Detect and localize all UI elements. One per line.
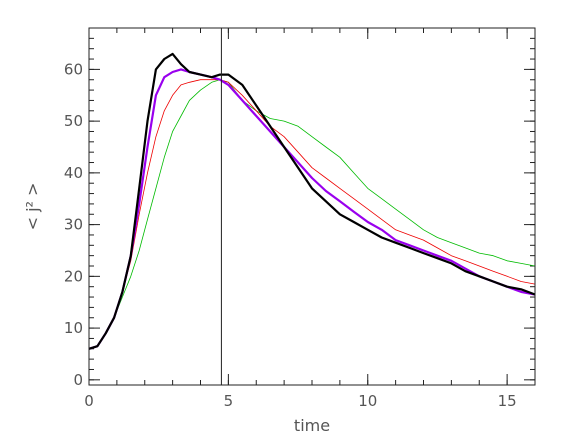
tick-labels: 0 5 10 15 0 10 20 30 40 50 60 <box>64 60 517 410</box>
y-tick-label: 60 <box>64 60 83 78</box>
y-tick-label: 20 <box>64 267 83 285</box>
y-tick-label: 50 <box>64 112 83 130</box>
x-axis-label: time <box>294 416 330 435</box>
y-tick-label: 0 <box>73 371 83 389</box>
y-axis-label: < j² > <box>23 183 42 231</box>
plot-frame <box>88 27 536 386</box>
y-tick-label: 10 <box>64 319 83 337</box>
x-tick-label: 15 <box>498 392 517 410</box>
axis-ticks <box>88 27 536 385</box>
series-line-3 <box>88 68 536 350</box>
x-tick-label: 5 <box>224 392 234 410</box>
x-tick-label: 0 <box>84 392 94 410</box>
y-tick-label: 40 <box>64 164 83 182</box>
x-tick-label: 10 <box>358 392 377 410</box>
series-line-4 <box>88 52 536 350</box>
y-tick-label: 30 <box>64 216 83 234</box>
series-line-2 <box>88 79 536 350</box>
series-layer <box>88 52 536 350</box>
series-line-1 <box>88 79 536 350</box>
